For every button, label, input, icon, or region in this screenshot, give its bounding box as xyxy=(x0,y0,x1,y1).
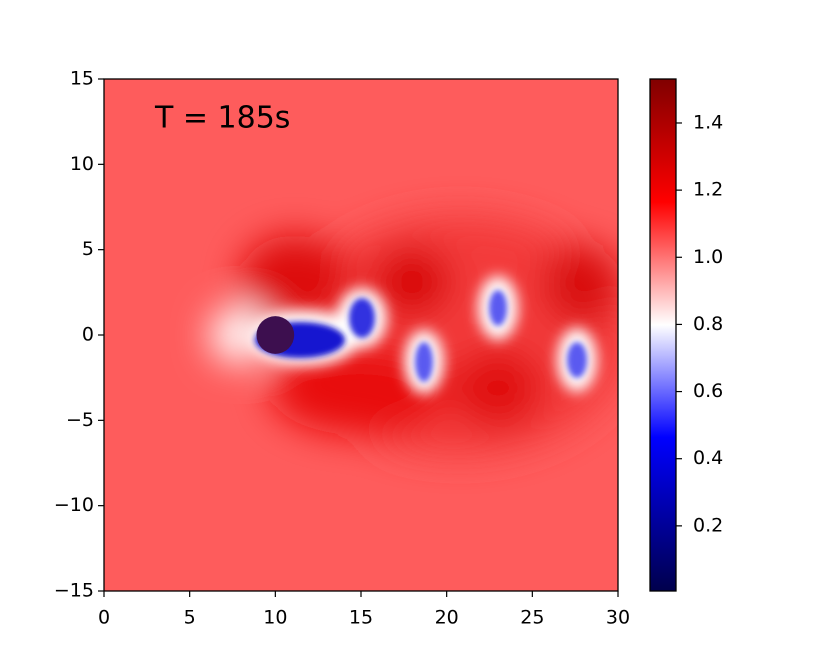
colorbar-tick-label: 1.0 xyxy=(693,246,723,268)
y-tick-label: 0 xyxy=(82,324,94,346)
colorbar-tick-label: 0.6 xyxy=(693,380,723,402)
x-tick-label: 30 xyxy=(606,607,630,629)
colorbar-tick-label: 1.2 xyxy=(693,179,723,201)
x-tick-label: 0 xyxy=(98,607,110,629)
x-tick-label: 10 xyxy=(263,607,287,629)
colorbar-tick-label: 1.4 xyxy=(693,111,723,133)
obstacle xyxy=(256,316,295,354)
x-tick-label: 20 xyxy=(435,607,459,629)
y-tick-label: 5 xyxy=(82,238,94,260)
colorbar xyxy=(649,78,677,592)
annotation: T = 185s xyxy=(154,101,290,136)
colorbar-tick-label: 0.4 xyxy=(693,447,723,469)
colorbar-tick-label: 0.2 xyxy=(693,514,723,536)
x-tick-label: 25 xyxy=(520,607,544,629)
y-tick-label: −10 xyxy=(54,494,94,516)
y-tick-label: 15 xyxy=(70,68,94,90)
x-tick-label: 5 xyxy=(184,607,196,629)
x-tick-label: 15 xyxy=(349,607,373,629)
y-tick-label: 10 xyxy=(70,153,94,175)
colorbar-tick-label: 0.8 xyxy=(693,313,723,335)
y-tick-label: −15 xyxy=(54,580,94,602)
field xyxy=(104,79,618,591)
y-tick-label: −5 xyxy=(66,409,94,431)
